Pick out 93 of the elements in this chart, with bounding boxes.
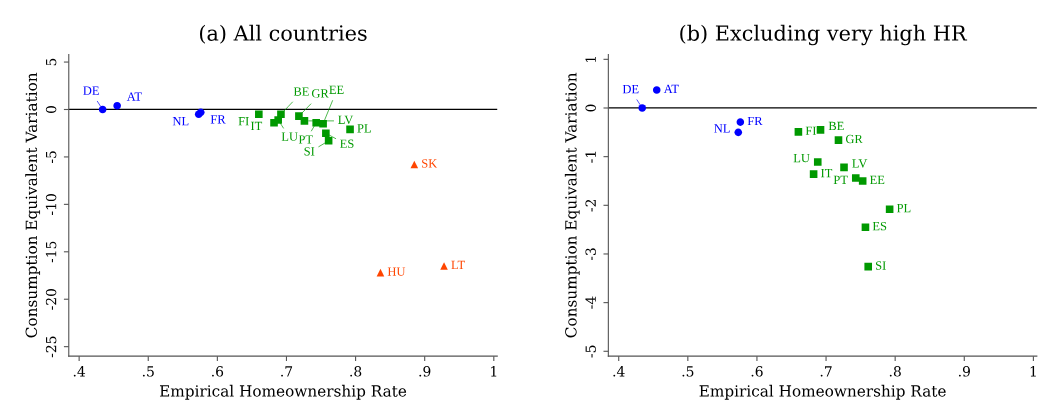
data-label: ES [340, 139, 354, 148]
x-tick-label: 1 [491, 366, 497, 377]
data-label: PL [896, 204, 911, 213]
x-tick-label: .8 [889, 366, 901, 377]
data-label: BE [828, 121, 844, 131]
point [834, 136, 843, 144]
y-axis-title: Consumption Equivalent Variation [564, 72, 580, 338]
point [885, 205, 894, 214]
x-tick-label: .5 [142, 366, 154, 377]
data-label: GR [311, 89, 329, 98]
point [98, 105, 107, 114]
data-label: IT [250, 121, 263, 131]
data-label: SI [304, 147, 315, 156]
data-label: EE [329, 85, 344, 94]
point [440, 262, 448, 270]
data-label: SK [422, 159, 438, 168]
point [270, 118, 278, 127]
point [858, 177, 867, 185]
data-label: NL [172, 117, 189, 126]
data-label: AT [663, 84, 679, 93]
y-tick-label: -1 [585, 151, 596, 163]
x-tick-label: .8 [350, 366, 362, 377]
data-label: PT [833, 175, 848, 184]
data-label: AT [126, 92, 142, 101]
point [113, 101, 121, 110]
point [295, 112, 303, 120]
y-axis-title: Consumption Equivalent Variation [25, 72, 41, 338]
x-tick-label: .5 [682, 366, 694, 377]
y-tick-label: -4 [585, 296, 596, 309]
data-label: DE [83, 86, 99, 95]
point [734, 128, 743, 137]
point [638, 104, 647, 112]
point [813, 158, 822, 166]
point [300, 117, 309, 125]
x-axis-title: Empirical Homeownership Rate [159, 384, 407, 400]
point [255, 110, 263, 119]
data-label: HU [387, 267, 406, 276]
x-tick-label: .7 [281, 366, 293, 377]
data-label: IT [821, 168, 833, 178]
data-label: PL [357, 124, 371, 133]
y-tick-label: -3 [585, 248, 596, 261]
point [346, 125, 354, 134]
data-label: LT [451, 260, 465, 270]
y-tick-label: -25 [45, 336, 57, 358]
chart-title: (a) All countries [199, 24, 367, 44]
x-tick-label: .4 [73, 366, 86, 377]
data-label: LV [338, 115, 354, 125]
x-tick-label: .6 [212, 366, 224, 377]
data-label: PT [298, 135, 313, 144]
x-tick-label: .9 [958, 366, 970, 377]
y-tick-label: -10 [45, 194, 57, 215]
point [410, 160, 419, 169]
chart-title: (b) Excluding very high HR [680, 24, 968, 46]
x-tick-label: 1 [1030, 366, 1036, 377]
point [794, 128, 803, 136]
x-tick-label: .9 [419, 366, 431, 377]
y-tick-label: -2 [585, 199, 596, 212]
data-label: FI [805, 126, 817, 135]
data-label: LU [793, 153, 810, 163]
data-label: DE [622, 85, 639, 94]
point [861, 223, 870, 232]
point [324, 137, 333, 145]
y-tick-label: 0 [585, 104, 596, 112]
data-label: FR [747, 116, 763, 126]
point [736, 118, 745, 126]
y-tick-label: -15 [45, 241, 57, 263]
data-label: FI [238, 117, 249, 126]
x-tick-label: .6 [751, 366, 763, 377]
data-label: FR [210, 115, 226, 124]
point [652, 86, 661, 94]
y-tick-label: 5 [46, 58, 57, 66]
x-axis-title: Empirical Homeownership Rate [699, 384, 946, 400]
y-tick-label: -5 [46, 151, 57, 164]
data-label: SI [875, 261, 886, 270]
point [809, 170, 818, 178]
y-tick-label: 0 [45, 106, 57, 113]
point [840, 163, 848, 172]
point [851, 174, 860, 182]
data-label: EE [869, 175, 885, 184]
y-tick-label: -5 [585, 345, 596, 358]
data-label: LU [281, 132, 298, 141]
point [816, 126, 825, 134]
data-label: ES [872, 221, 887, 231]
point [322, 129, 330, 138]
x-tick-label: .4 [613, 366, 625, 377]
data-label: GR [845, 134, 863, 144]
data-label: LV [852, 159, 868, 168]
x-tick-label: .7 [820, 366, 832, 377]
data-label: NL [714, 124, 730, 133]
y-tick-label: 1 [585, 56, 596, 63]
point [864, 262, 873, 271]
y-tick-label: -20 [45, 288, 57, 310]
data-label: BE [293, 87, 309, 96]
